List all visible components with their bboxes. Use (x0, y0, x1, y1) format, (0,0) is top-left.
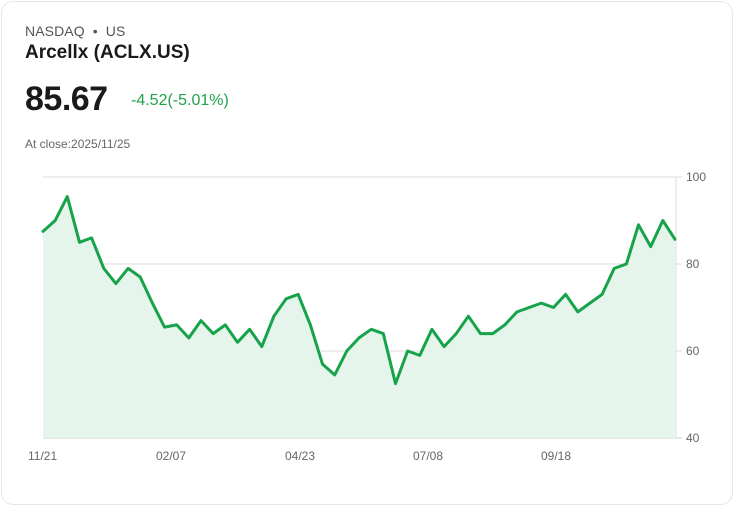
x-tick: 11/21 (28, 449, 57, 463)
stock-title: Arcellx (ACLX.US) (25, 42, 190, 63)
y-tick: 100 (686, 170, 706, 184)
separator-dot: • (92, 23, 98, 39)
exchange-name: NASDAQ (25, 23, 85, 39)
stock-price: 85.67 (25, 80, 108, 118)
exchange-line: NASDAQ • US (25, 23, 125, 39)
close-date: At close:2025/11/25 (25, 137, 131, 151)
y-tick: 80 (686, 257, 700, 271)
price-area-fill (43, 196, 675, 438)
y-tick: 40 (686, 431, 700, 445)
x-tick: 04/23 (285, 449, 315, 463)
y-tick: 60 (686, 344, 700, 358)
x-tick: 02/07 (156, 449, 186, 463)
price-change: -4.52(-5.01%) (131, 92, 229, 109)
x-tick: 09/18 (541, 449, 571, 463)
x-axis: 11/21 02/07 04/23 07/08 09/18 (28, 449, 571, 463)
price-line (41, 195, 677, 386)
x-tick: 07/08 (413, 449, 443, 463)
y-axis: 100 80 60 40 (686, 170, 706, 445)
region: US (105, 23, 126, 39)
